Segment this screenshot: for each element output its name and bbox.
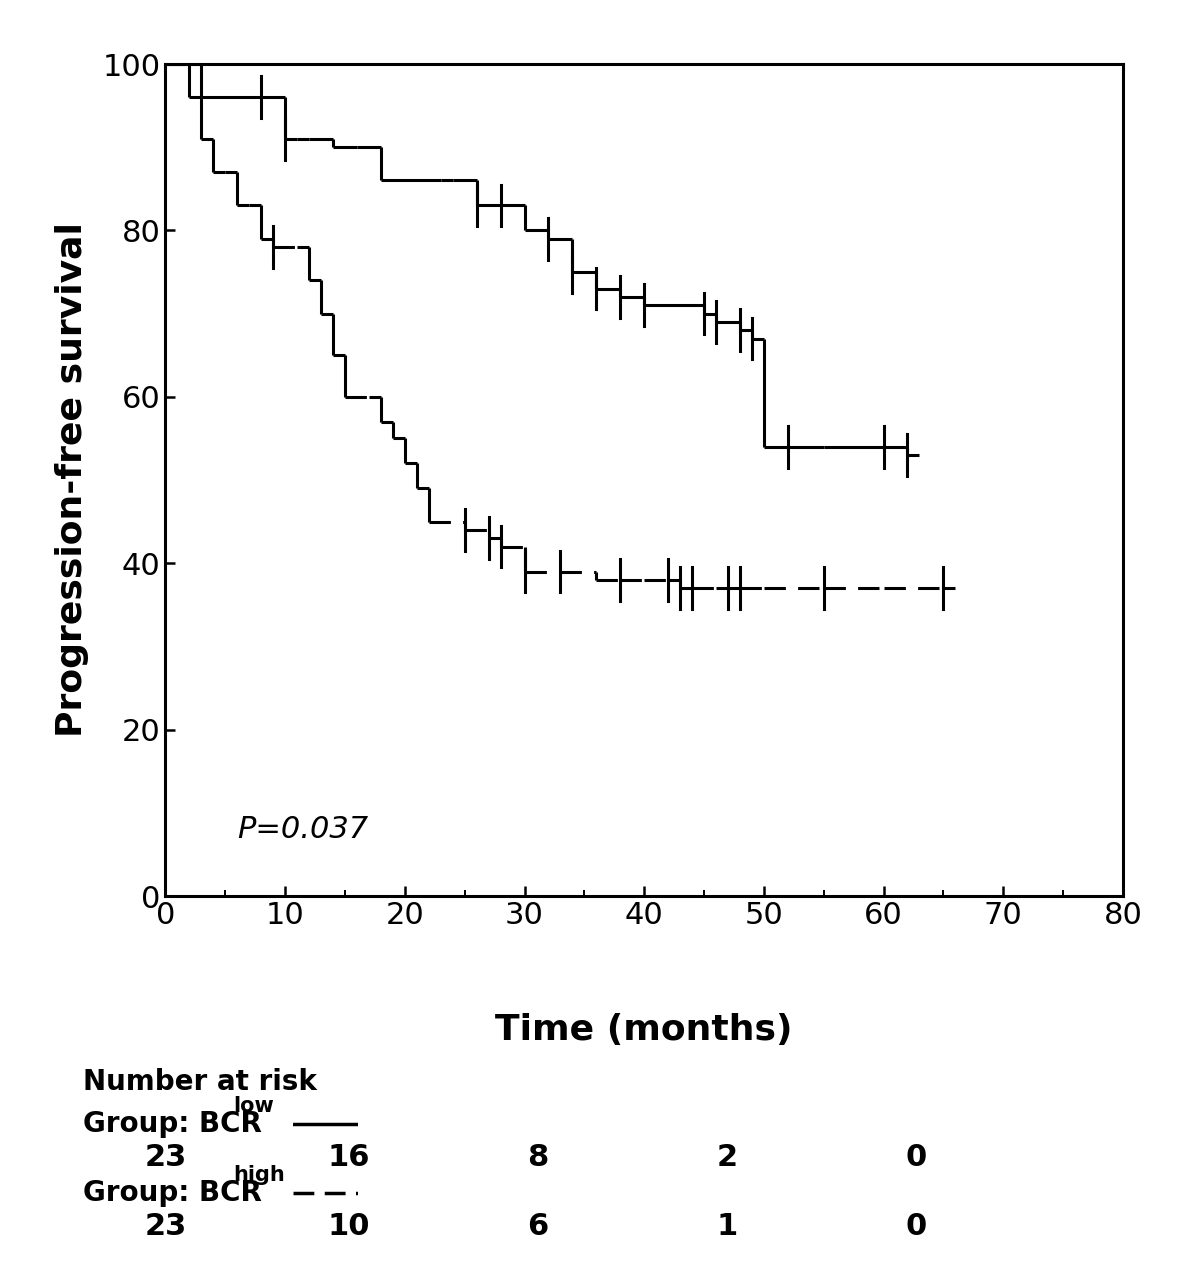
Text: 16: 16: [327, 1143, 370, 1171]
Text: Group: BCR: Group: BCR: [83, 1179, 261, 1207]
Text: 2: 2: [716, 1143, 738, 1171]
Text: 23: 23: [144, 1212, 187, 1240]
Text: 0: 0: [905, 1143, 927, 1171]
Text: low: low: [233, 1096, 273, 1116]
Text: 0: 0: [905, 1212, 927, 1240]
Text: 8: 8: [527, 1143, 548, 1171]
Text: 10: 10: [327, 1212, 370, 1240]
Text: 23: 23: [144, 1143, 187, 1171]
Text: 6: 6: [527, 1212, 548, 1240]
Text: P=0.037: P=0.037: [238, 815, 369, 844]
Y-axis label: Progression-free survival: Progression-free survival: [54, 223, 89, 737]
Text: Number at risk: Number at risk: [83, 1068, 317, 1096]
Text: 1: 1: [716, 1212, 738, 1240]
Text: high: high: [233, 1165, 285, 1185]
Text: Time (months): Time (months): [495, 1014, 793, 1047]
Text: Group: BCR: Group: BCR: [83, 1110, 261, 1138]
